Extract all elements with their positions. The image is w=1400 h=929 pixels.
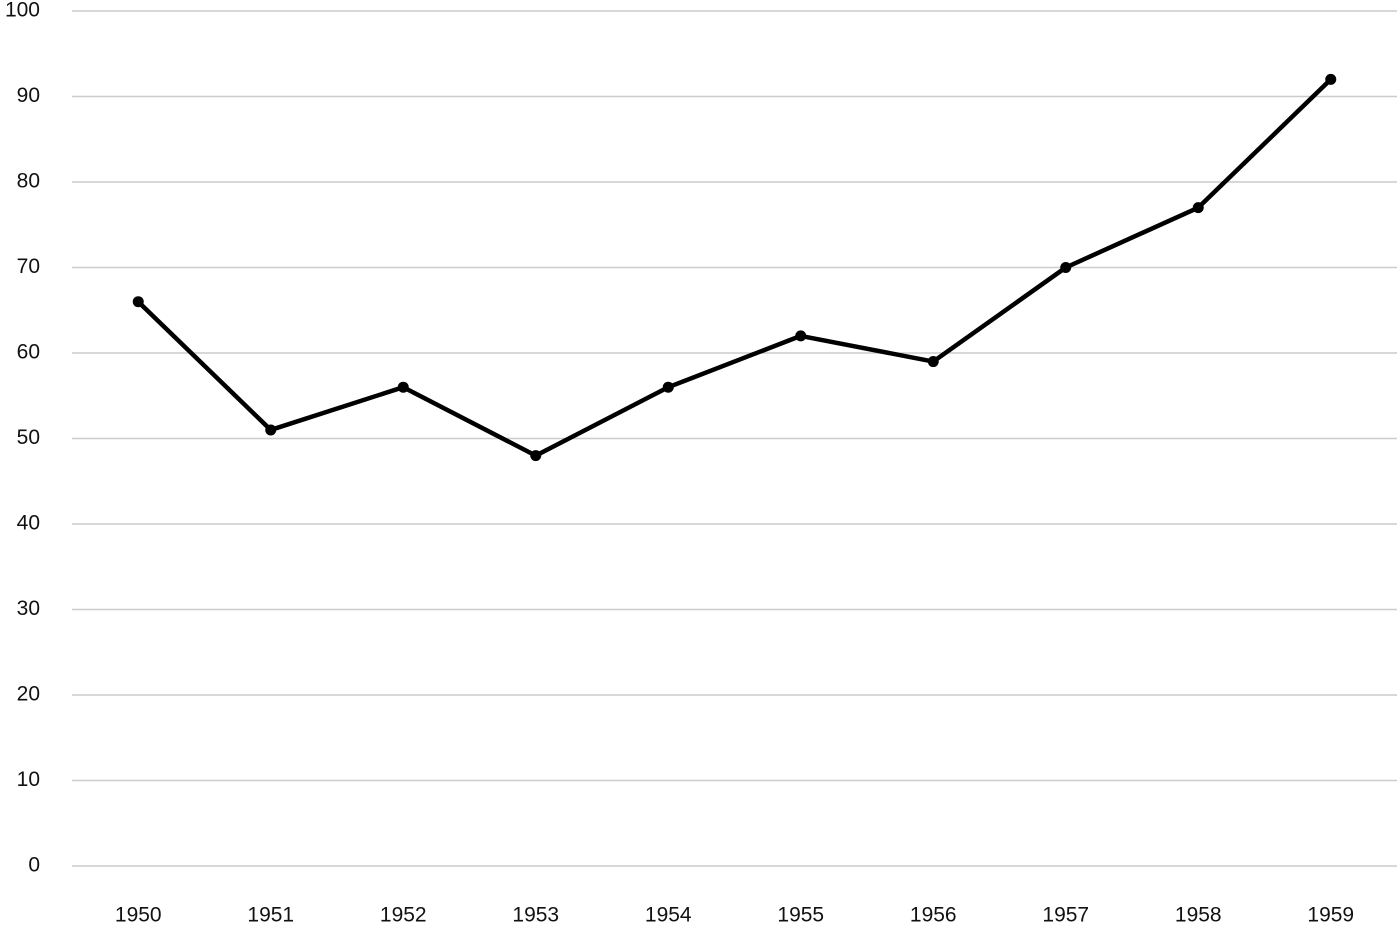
data-line [136,77,1333,458]
y-tick-label: 80 [17,170,40,193]
y-tick-label: 20 [17,683,40,706]
y-tick-label: 40 [17,512,40,535]
y-tick-label: 70 [17,255,40,278]
data-point [1060,262,1072,273]
data-point [132,296,144,308]
data-point [927,356,939,368]
x-tick-label: 1951 [247,904,294,927]
y-tick-label: 50 [17,426,40,449]
x-tick-label: 1950 [115,904,162,927]
x-tick-label: 1959 [1307,904,1354,927]
y-tick-label: 100 [5,0,40,22]
y-tick-label: 60 [17,341,40,364]
x-tick-label: 1955 [777,904,824,927]
x-tick-label: 1952 [380,904,427,927]
y-tick-label: 10 [17,768,40,791]
x-tick-label: 1953 [512,904,559,927]
data-point [530,450,542,462]
data-point [662,381,674,393]
data-point [397,381,409,393]
data-point [1325,73,1337,85]
y-tick-label: 0 [28,854,40,877]
data-point [795,330,807,342]
x-tick-label: 1957 [1042,904,1089,927]
x-tick-label: 1956 [910,904,957,927]
y-tick-label: 90 [17,84,40,107]
data-point [265,424,277,436]
x-tick-label: 1958 [1175,904,1222,927]
y-tick-label: 30 [17,597,40,620]
data-point [1192,202,1204,214]
x-tick-label: 1954 [645,904,692,927]
